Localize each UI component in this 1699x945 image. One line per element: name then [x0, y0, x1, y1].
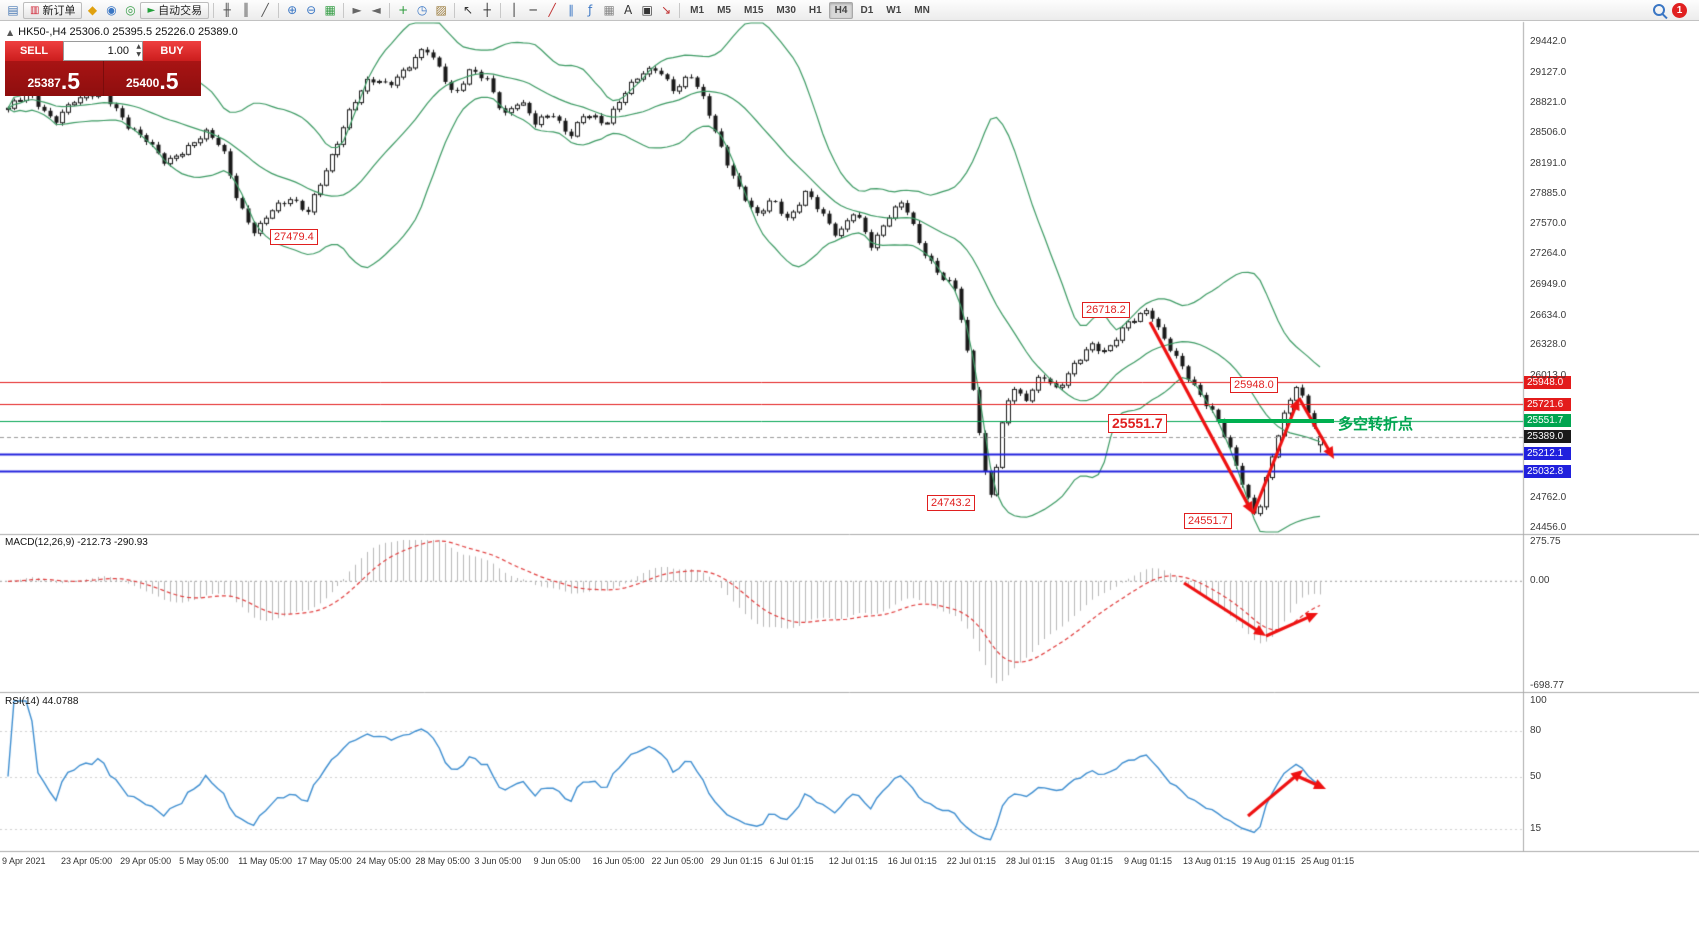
chart-window-icon[interactable]: ▤: [7, 3, 19, 17]
line-chart-type-icon[interactable]: ╱: [261, 3, 269, 17]
zoom-in-icon[interactable]: ⊕: [287, 3, 298, 17]
auto-trading-button-icon: ►: [147, 4, 156, 16]
indicator-list-icon[interactable]: ◆: [87, 3, 98, 17]
crosshair-icon[interactable]: ┼: [483, 3, 491, 17]
main-toolbar: ▤ ▥ 新订单 ◆ ◉ ◎ ► 自动交易 ╫ ║ ╱ ⊕ ⊖ ▦ ► ◄ + ◷ ▨ ↖ ┼ │ ─ ╱ ∥ ƒ ▦ A ▣ ↘ M1 M5…: [0, 0, 1699, 21]
auto-scroll-icon[interactable]: ►: [352, 3, 362, 17]
fibonacci-tool-icon[interactable]: ƒ: [588, 3, 593, 17]
new-order-button[interactable]: ▥ 新订单: [23, 1, 83, 19]
horizontal-line-tool-icon[interactable]: ─: [529, 3, 537, 17]
new-order-button-label: 新订单: [42, 5, 76, 17]
templates-icon[interactable]: ▨: [435, 3, 447, 17]
auto-trading-button[interactable]: ► 自动交易: [140, 1, 210, 19]
symbol-info-bar: ▲ HK50-,H4 25306.0 25395.5 25226.0 25389…: [7, 26, 238, 38]
rsi-label: RSI(14) 44.0788: [5, 696, 79, 707]
toolbar-separator: [389, 2, 391, 18]
timeframe-m15-button[interactable]: M15: [743, 4, 764, 16]
volume-stepper[interactable]: ▲ ▼: [136, 43, 141, 58]
candlestick-chart-type-icon[interactable]: ║: [242, 3, 250, 17]
toolbar-separator: [278, 2, 280, 18]
chart-shift-icon[interactable]: ◄: [371, 3, 381, 17]
sell-price-small: 25387: [27, 76, 61, 90]
buy-price-small: 25400: [125, 76, 160, 90]
tile-windows-icon[interactable]: ▦: [324, 3, 336, 17]
timeframe-m5-button[interactable]: M5: [717, 4, 731, 16]
vertical-line-tool-icon[interactable]: │: [510, 3, 518, 17]
sell-price[interactable]: 25387.5: [5, 61, 103, 96]
buy-price-big: .5: [159, 68, 179, 94]
text-tool-icon[interactable]: A: [624, 3, 633, 17]
notification-badge[interactable]: 1: [1672, 2, 1687, 18]
symbol-ohlc-text: HK50-,H4 25306.0 25395.5 25226.0 25389.0: [18, 26, 238, 38]
grid-icon[interactable]: ▦: [603, 3, 615, 17]
one-click-collapse-icon[interactable]: ▲: [7, 27, 14, 37]
toolbar-separator: [343, 2, 345, 18]
macd-label: MACD(12,26,9) -212.73 -290.93: [5, 537, 148, 548]
sell-price-big: .5: [60, 68, 81, 94]
search-icon[interactable]: [1653, 4, 1665, 16]
volume-input[interactable]: 1.00 ▲ ▼: [63, 41, 143, 61]
timeframe-d1-button[interactable]: D1: [860, 4, 874, 16]
timeframe-m30-button[interactable]: M30: [776, 4, 796, 16]
volume-value: 1.00: [107, 45, 129, 57]
new-order-button-icon: ▥: [30, 4, 40, 16]
periods-icon[interactable]: ◷: [416, 3, 428, 17]
indicators-add-icon[interactable]: +: [398, 3, 409, 17]
bar-chart-type-icon[interactable]: ╫: [223, 3, 231, 17]
timeframe-m1-button[interactable]: M1: [690, 4, 705, 16]
sell-button[interactable]: SELL: [5, 41, 63, 61]
timeframe-w1-button[interactable]: W1: [886, 4, 902, 16]
toolbar-separator: [213, 2, 215, 18]
timeframe-h4-button[interactable]: H4: [828, 1, 854, 19]
arrows-tool-icon[interactable]: ↘: [661, 3, 672, 17]
market-watch-icon[interactable]: ◉: [106, 3, 117, 17]
data-window-icon[interactable]: ◎: [125, 3, 136, 17]
toolbar-separator: [454, 2, 456, 18]
toolbar-icon-group: ▤ ▥ 新订单 ◆ ◉ ◎ ► 自动交易 ╫ ║ ╱ ⊕ ⊖ ▦ ► ◄ + ◷ ▨ ↖ ┼ │ ─ ╱ ∥ ƒ ▦ A ▣ ↘: [4, 1, 683, 19]
timeframe-h1-button[interactable]: H1: [808, 4, 822, 16]
zoom-out-icon[interactable]: ⊖: [306, 3, 317, 17]
buy-button[interactable]: BUY: [143, 41, 201, 61]
one-click-buttons-row: SELL 1.00 ▲ ▼ BUY: [5, 41, 201, 61]
one-click-trading-panel: SELL 1.00 ▲ ▼ BUY 25387.5 25400.5: [5, 41, 201, 96]
toolbar-separator: [500, 2, 502, 18]
one-click-prices-row: 25387.5 25400.5: [5, 61, 201, 96]
timeframe-button-group: M1 M5 M15 M30 H1 H4 D1 W1 MN: [684, 1, 936, 19]
toolbar-right-group: 1: [1653, 2, 1695, 18]
toolbar-separator: [679, 2, 681, 18]
channel-tool-icon[interactable]: ∥: [568, 3, 575, 17]
timeframe-mn-button[interactable]: MN: [914, 4, 930, 16]
auto-trading-button-label: 自动交易: [158, 5, 203, 17]
label-tool-icon[interactable]: ▣: [641, 3, 653, 17]
buy-price[interactable]: 25400.5: [102, 61, 202, 96]
trendline-tool-icon[interactable]: ╱: [548, 3, 556, 17]
cursor-icon[interactable]: ↖: [463, 3, 474, 17]
